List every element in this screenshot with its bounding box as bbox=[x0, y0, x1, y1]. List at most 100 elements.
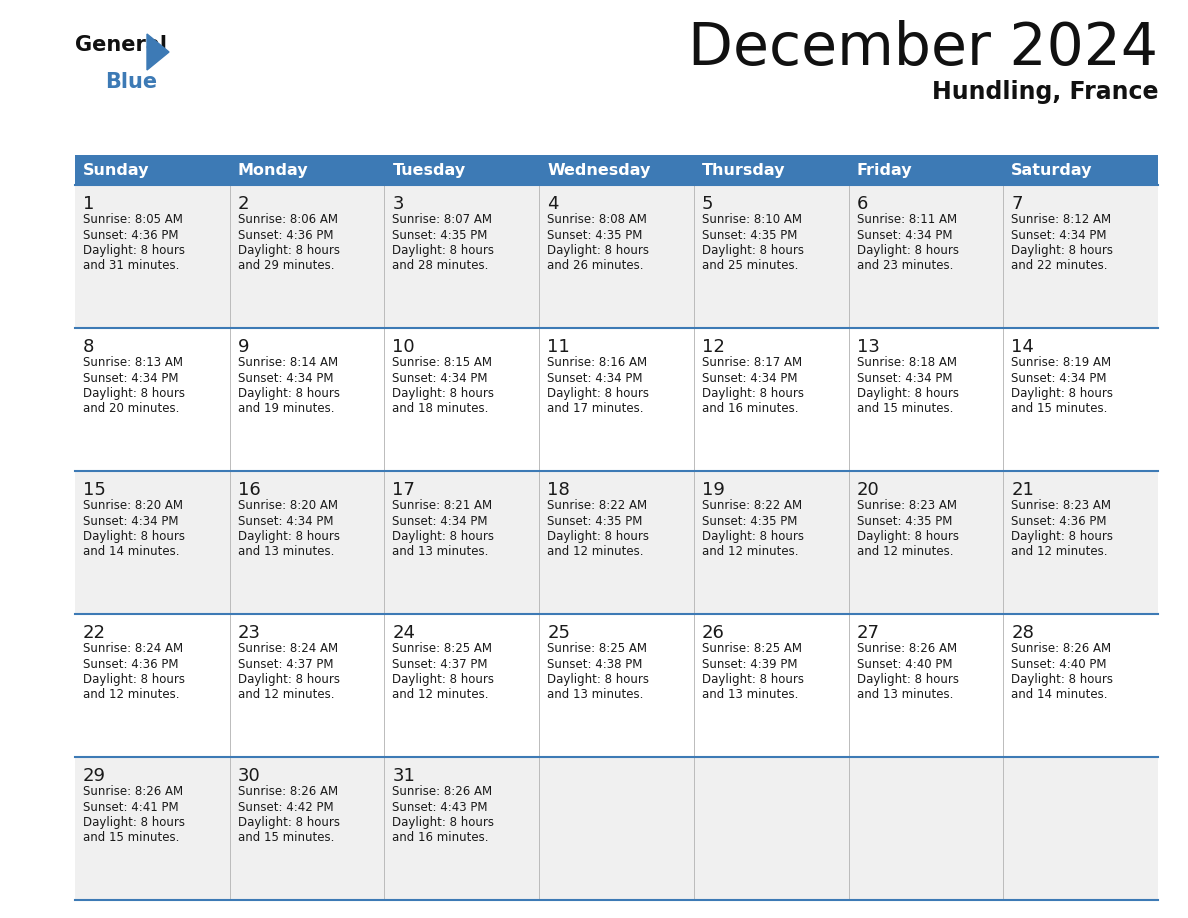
Text: and 12 minutes.: and 12 minutes. bbox=[83, 688, 179, 701]
Text: Sunrise: 8:20 AM: Sunrise: 8:20 AM bbox=[238, 499, 337, 512]
Text: Sunset: 4:34 PM: Sunset: 4:34 PM bbox=[1011, 229, 1107, 242]
Text: Sunrise: 8:12 AM: Sunrise: 8:12 AM bbox=[1011, 213, 1112, 226]
Text: General: General bbox=[75, 35, 168, 55]
Text: Sunset: 4:35 PM: Sunset: 4:35 PM bbox=[702, 229, 797, 242]
Text: December 2024: December 2024 bbox=[688, 20, 1158, 77]
Text: 20: 20 bbox=[857, 481, 879, 499]
Text: Sunset: 4:39 PM: Sunset: 4:39 PM bbox=[702, 658, 797, 671]
Text: and 15 minutes.: and 15 minutes. bbox=[238, 831, 334, 844]
Text: and 18 minutes.: and 18 minutes. bbox=[392, 402, 488, 415]
Text: and 16 minutes.: and 16 minutes. bbox=[392, 831, 489, 844]
Text: Daylight: 8 hours: Daylight: 8 hours bbox=[392, 244, 494, 257]
Text: Sunset: 4:41 PM: Sunset: 4:41 PM bbox=[83, 801, 178, 814]
Text: 13: 13 bbox=[857, 338, 879, 356]
Text: Sunrise: 8:23 AM: Sunrise: 8:23 AM bbox=[857, 499, 956, 512]
Text: Sunrise: 8:06 AM: Sunrise: 8:06 AM bbox=[238, 213, 337, 226]
Text: Monday: Monday bbox=[238, 162, 309, 177]
Text: 12: 12 bbox=[702, 338, 725, 356]
Bar bbox=[75, 614, 1158, 757]
Text: Sunset: 4:34 PM: Sunset: 4:34 PM bbox=[857, 372, 952, 385]
Text: Daylight: 8 hours: Daylight: 8 hours bbox=[702, 244, 804, 257]
Text: 17: 17 bbox=[392, 481, 416, 499]
Text: Daylight: 8 hours: Daylight: 8 hours bbox=[238, 387, 340, 400]
Text: 16: 16 bbox=[238, 481, 260, 499]
Text: and 29 minutes.: and 29 minutes. bbox=[238, 259, 334, 272]
Text: Sunset: 4:35 PM: Sunset: 4:35 PM bbox=[857, 515, 952, 528]
Text: Sunrise: 8:18 AM: Sunrise: 8:18 AM bbox=[857, 356, 956, 369]
Text: and 12 minutes.: and 12 minutes. bbox=[702, 545, 798, 558]
Text: and 15 minutes.: and 15 minutes. bbox=[83, 831, 179, 844]
Text: Sunrise: 8:23 AM: Sunrise: 8:23 AM bbox=[1011, 499, 1111, 512]
Text: Daylight: 8 hours: Daylight: 8 hours bbox=[857, 387, 959, 400]
Text: and 13 minutes.: and 13 minutes. bbox=[548, 688, 644, 701]
Text: Sunset: 4:34 PM: Sunset: 4:34 PM bbox=[238, 515, 333, 528]
Text: Sunset: 4:38 PM: Sunset: 4:38 PM bbox=[548, 658, 643, 671]
Text: Daylight: 8 hours: Daylight: 8 hours bbox=[1011, 530, 1113, 543]
Text: 3: 3 bbox=[392, 195, 404, 213]
Text: Sunrise: 8:10 AM: Sunrise: 8:10 AM bbox=[702, 213, 802, 226]
Text: Sunrise: 8:26 AM: Sunrise: 8:26 AM bbox=[1011, 642, 1112, 655]
Text: and 13 minutes.: and 13 minutes. bbox=[702, 688, 798, 701]
Text: 5: 5 bbox=[702, 195, 713, 213]
Text: Daylight: 8 hours: Daylight: 8 hours bbox=[83, 816, 185, 829]
Text: Wednesday: Wednesday bbox=[548, 162, 651, 177]
Text: 24: 24 bbox=[392, 624, 416, 642]
Text: Sunrise: 8:19 AM: Sunrise: 8:19 AM bbox=[1011, 356, 1112, 369]
Text: Sunrise: 8:14 AM: Sunrise: 8:14 AM bbox=[238, 356, 337, 369]
Bar bbox=[75, 155, 1158, 185]
Bar bbox=[75, 328, 1158, 471]
Text: Thursday: Thursday bbox=[702, 162, 785, 177]
Text: Daylight: 8 hours: Daylight: 8 hours bbox=[238, 673, 340, 686]
Text: Daylight: 8 hours: Daylight: 8 hours bbox=[548, 530, 649, 543]
Text: Daylight: 8 hours: Daylight: 8 hours bbox=[857, 244, 959, 257]
Text: and 13 minutes.: and 13 minutes. bbox=[857, 688, 953, 701]
Text: Sunset: 4:35 PM: Sunset: 4:35 PM bbox=[548, 229, 643, 242]
Text: and 23 minutes.: and 23 minutes. bbox=[857, 259, 953, 272]
Text: and 19 minutes.: and 19 minutes. bbox=[238, 402, 334, 415]
Text: Daylight: 8 hours: Daylight: 8 hours bbox=[83, 530, 185, 543]
Text: Hundling, France: Hundling, France bbox=[931, 80, 1158, 104]
Text: 10: 10 bbox=[392, 338, 415, 356]
Text: Tuesday: Tuesday bbox=[392, 162, 466, 177]
Text: Sunset: 4:37 PM: Sunset: 4:37 PM bbox=[392, 658, 488, 671]
Text: Sunset: 4:36 PM: Sunset: 4:36 PM bbox=[83, 658, 178, 671]
Text: Sunrise: 8:22 AM: Sunrise: 8:22 AM bbox=[548, 499, 647, 512]
Text: 25: 25 bbox=[548, 624, 570, 642]
Text: Daylight: 8 hours: Daylight: 8 hours bbox=[702, 673, 804, 686]
Text: 6: 6 bbox=[857, 195, 868, 213]
Text: Sunrise: 8:08 AM: Sunrise: 8:08 AM bbox=[548, 213, 647, 226]
Polygon shape bbox=[147, 34, 169, 70]
Text: Sunday: Sunday bbox=[83, 162, 150, 177]
Text: Daylight: 8 hours: Daylight: 8 hours bbox=[238, 244, 340, 257]
Text: Sunset: 4:34 PM: Sunset: 4:34 PM bbox=[702, 372, 797, 385]
Text: and 22 minutes.: and 22 minutes. bbox=[1011, 259, 1107, 272]
Text: and 15 minutes.: and 15 minutes. bbox=[1011, 402, 1107, 415]
Text: Daylight: 8 hours: Daylight: 8 hours bbox=[392, 673, 494, 686]
Text: and 12 minutes.: and 12 minutes. bbox=[857, 545, 953, 558]
Text: Sunrise: 8:15 AM: Sunrise: 8:15 AM bbox=[392, 356, 493, 369]
Text: Sunrise: 8:24 AM: Sunrise: 8:24 AM bbox=[238, 642, 337, 655]
Text: Daylight: 8 hours: Daylight: 8 hours bbox=[238, 816, 340, 829]
Text: 19: 19 bbox=[702, 481, 725, 499]
Text: Sunrise: 8:20 AM: Sunrise: 8:20 AM bbox=[83, 499, 183, 512]
Text: Daylight: 8 hours: Daylight: 8 hours bbox=[857, 673, 959, 686]
Text: and 16 minutes.: and 16 minutes. bbox=[702, 402, 798, 415]
Text: Saturday: Saturday bbox=[1011, 162, 1093, 177]
Text: 8: 8 bbox=[83, 338, 94, 356]
Text: Sunrise: 8:25 AM: Sunrise: 8:25 AM bbox=[548, 642, 647, 655]
Text: Sunset: 4:34 PM: Sunset: 4:34 PM bbox=[392, 515, 488, 528]
Text: Sunrise: 8:22 AM: Sunrise: 8:22 AM bbox=[702, 499, 802, 512]
Text: Sunset: 4:36 PM: Sunset: 4:36 PM bbox=[1011, 515, 1107, 528]
Text: Sunset: 4:35 PM: Sunset: 4:35 PM bbox=[392, 229, 488, 242]
Text: Sunrise: 8:11 AM: Sunrise: 8:11 AM bbox=[857, 213, 956, 226]
Text: Sunrise: 8:13 AM: Sunrise: 8:13 AM bbox=[83, 356, 183, 369]
Text: Sunset: 4:34 PM: Sunset: 4:34 PM bbox=[83, 372, 178, 385]
Text: and 14 minutes.: and 14 minutes. bbox=[1011, 688, 1107, 701]
Text: Sunrise: 8:17 AM: Sunrise: 8:17 AM bbox=[702, 356, 802, 369]
Text: Daylight: 8 hours: Daylight: 8 hours bbox=[238, 530, 340, 543]
Text: and 17 minutes.: and 17 minutes. bbox=[548, 402, 644, 415]
Text: Sunset: 4:34 PM: Sunset: 4:34 PM bbox=[392, 372, 488, 385]
Text: and 26 minutes.: and 26 minutes. bbox=[548, 259, 644, 272]
Text: 31: 31 bbox=[392, 767, 416, 785]
Text: and 12 minutes.: and 12 minutes. bbox=[238, 688, 334, 701]
